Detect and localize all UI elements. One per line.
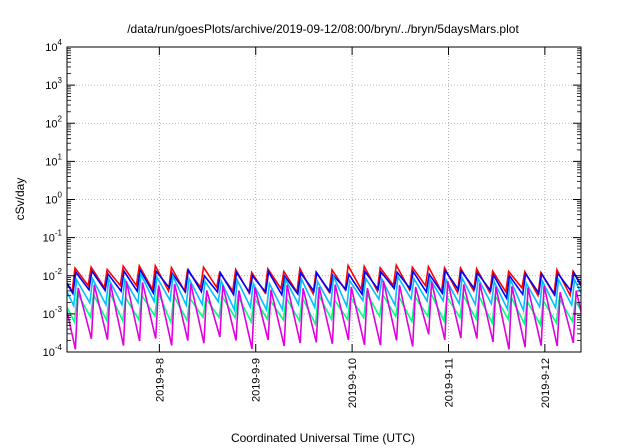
y-tick-label: 10-2 — [43, 267, 63, 283]
series-line — [67, 271, 581, 314]
y-tick-label: 100 — [45, 191, 62, 207]
y-axis-label: cSv/day — [13, 178, 27, 221]
x-tick-label: 2019-9-8 — [154, 358, 166, 402]
series-layer — [67, 262, 581, 350]
x-tick-label: 2019-9-11 — [443, 358, 455, 407]
y-tick-label: 102 — [45, 114, 62, 130]
series-line — [67, 280, 581, 350]
x-tick-label: 2019-9-10 — [347, 358, 359, 408]
x-axis-label: Coordinated Universal Time (UTC) — [231, 431, 415, 445]
series-line — [67, 262, 581, 299]
x-tick-labels: 2019-9-8 2019-9-9 2019-9-10 2019-9-11 2019-9… — [154, 358, 552, 408]
chart-title: /data/run/goesPlots/archive/2019-09-12/0… — [127, 22, 519, 36]
x-tick-label: 2019-9-9 — [251, 358, 263, 402]
y-tick-labels: 10-4 10-3 10-2 10-1 100 101 102 103 104 — [43, 38, 63, 359]
y-tick-label: 104 — [45, 38, 62, 54]
y-tick-label: 10-3 — [43, 305, 63, 321]
series-line — [67, 267, 581, 301]
y-tick-label: 101 — [45, 152, 62, 168]
y-tick-label: 10-4 — [43, 343, 63, 359]
y-tick-label: 10-1 — [43, 229, 63, 245]
y-tick-label: 103 — [45, 76, 62, 92]
x-tick-label: 2019-9-12 — [540, 358, 552, 408]
ticks — [67, 46, 581, 353]
